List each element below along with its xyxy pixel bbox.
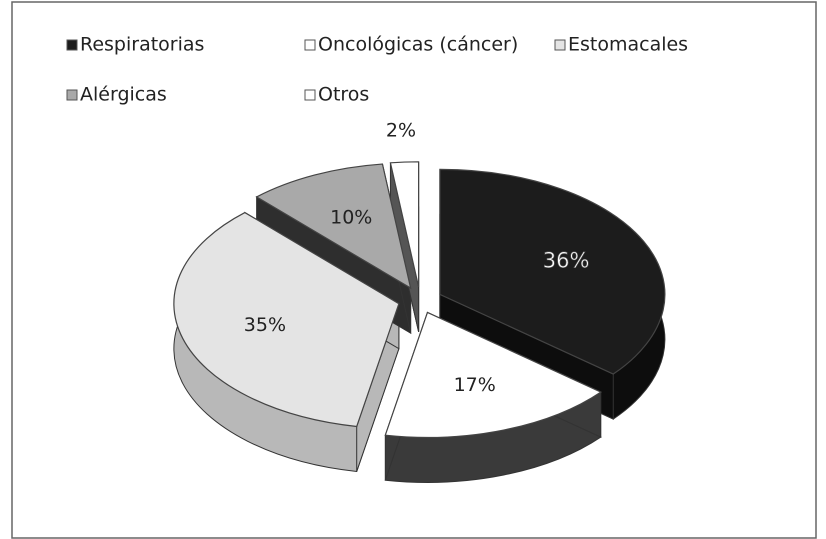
labels: 36% 17% 35% 10% 2% [244, 119, 590, 395]
legend: Respiratorias Oncológicas (cáncer) Estomac… [66, 34, 688, 106]
slice [439, 168, 666, 375]
data-label: 17% [454, 374, 496, 396]
data-label: 36% [543, 248, 590, 272]
legend-label: Estomacales [568, 34, 688, 56]
legend-swatch [304, 39, 316, 51]
data-label: 2% [386, 119, 416, 141]
slice [384, 311, 603, 438]
slice [173, 211, 400, 428]
legend-label: Oncológicas (cáncer) [318, 34, 518, 56]
slice [389, 161, 420, 287]
legend-label: Otros [318, 84, 369, 106]
legend-swatch [304, 89, 316, 101]
slice [255, 163, 412, 290]
pie-tops [173, 161, 666, 438]
data-label: 35% [244, 314, 286, 336]
legend-swatch [554, 39, 566, 51]
legend-swatch [66, 39, 78, 51]
legend-swatch [66, 89, 78, 101]
legend-label: Alérgicas [80, 84, 167, 106]
legend-label: Respiratorias [80, 34, 204, 56]
data-label: 10% [330, 206, 372, 228]
